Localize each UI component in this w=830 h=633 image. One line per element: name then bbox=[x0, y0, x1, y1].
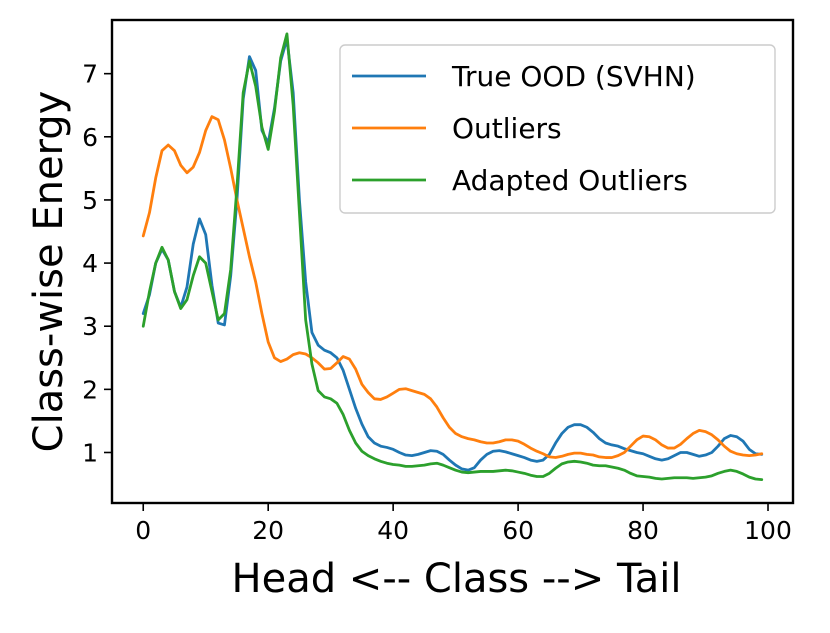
series-line-2 bbox=[141, 115, 764, 459]
y-tick-label: 4 bbox=[82, 249, 98, 278]
y-axis-ticks: 1 2 3 4 5 6 7 bbox=[82, 60, 112, 467]
x-tick-label: 20 bbox=[252, 516, 284, 545]
plot-frame bbox=[110, 18, 795, 505]
y-axis-title: Class-wise Energy bbox=[26, 91, 72, 453]
x-tick-label: 40 bbox=[377, 516, 409, 545]
y-tick-label: 1 bbox=[82, 438, 98, 467]
y-tick-label: 6 bbox=[82, 123, 98, 152]
legend-label-3: Adapted Outliers bbox=[452, 164, 688, 197]
y-tick-label: 7 bbox=[82, 60, 98, 89]
x-axis-ticks: 0 20 40 60 80 100 bbox=[135, 503, 792, 545]
x-tick-label: 60 bbox=[502, 516, 534, 545]
legend-box bbox=[339, 44, 776, 214]
y-tick-label: 3 bbox=[82, 312, 98, 341]
legend-label-2: Outliers bbox=[452, 112, 562, 145]
legend: True OOD (SVHN) Outliers Adapted Outliers bbox=[339, 44, 776, 214]
x-tick-label: 100 bbox=[744, 516, 792, 545]
x-tick-label: 0 bbox=[135, 516, 151, 545]
x-axis-title: Head <-- Class --> Tail bbox=[232, 556, 682, 602]
y-tick-label: 5 bbox=[82, 186, 98, 215]
legend-label-1: True OOD (SVHN) bbox=[451, 60, 696, 93]
y-tick-label: 2 bbox=[82, 375, 98, 404]
series-line-3 bbox=[141, 32, 764, 482]
series-lines bbox=[141, 32, 764, 482]
x-tick-label: 80 bbox=[627, 516, 659, 545]
